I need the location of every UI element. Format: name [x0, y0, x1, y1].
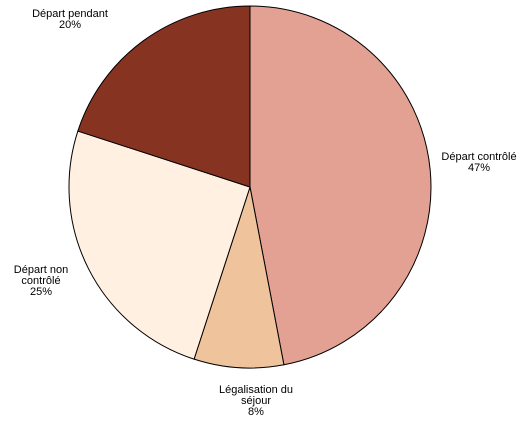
pie-label-depart-pendant: Départ pendant 20%	[32, 8, 108, 31]
pie-label-percent: 25%	[30, 286, 52, 298]
pie-labels: Départ contrôlé 47% Légalisation du séjour 8…	[14, 8, 517, 418]
pie-label-legalisation-du-sejour: Légalisation du séjour 8%	[219, 384, 293, 418]
pie-label-depart-controle: Départ contrôlé 47%	[441, 151, 516, 174]
pie-label-depart-non-controle: Départ non contrôlé 25%	[14, 264, 68, 298]
pie-slice-depart-non-controle	[68, 130, 251, 360]
pie-label-text-line: Légalisation du	[219, 384, 293, 396]
pie-label-text-line: séjour	[241, 395, 271, 407]
pie-label-percent: 8%	[248, 406, 264, 418]
pie-slice-depart-pendant	[77, 5, 251, 188]
pie-label-percent: 47%	[468, 162, 490, 174]
pie-slice-legalisation-du-sejour	[193, 186, 285, 369]
pie-slice-depart-controle	[249, 5, 432, 366]
pie-label-text-line: Départ pendant	[32, 8, 108, 20]
pie-label-text-line: contrôlé	[21, 275, 60, 287]
pie-label-text-line: Départ contrôlé	[441, 151, 516, 163]
pie-label-percent: 20%	[59, 19, 81, 31]
pie-slices	[68, 5, 432, 369]
pie-label-text-line: Départ non	[14, 264, 68, 276]
